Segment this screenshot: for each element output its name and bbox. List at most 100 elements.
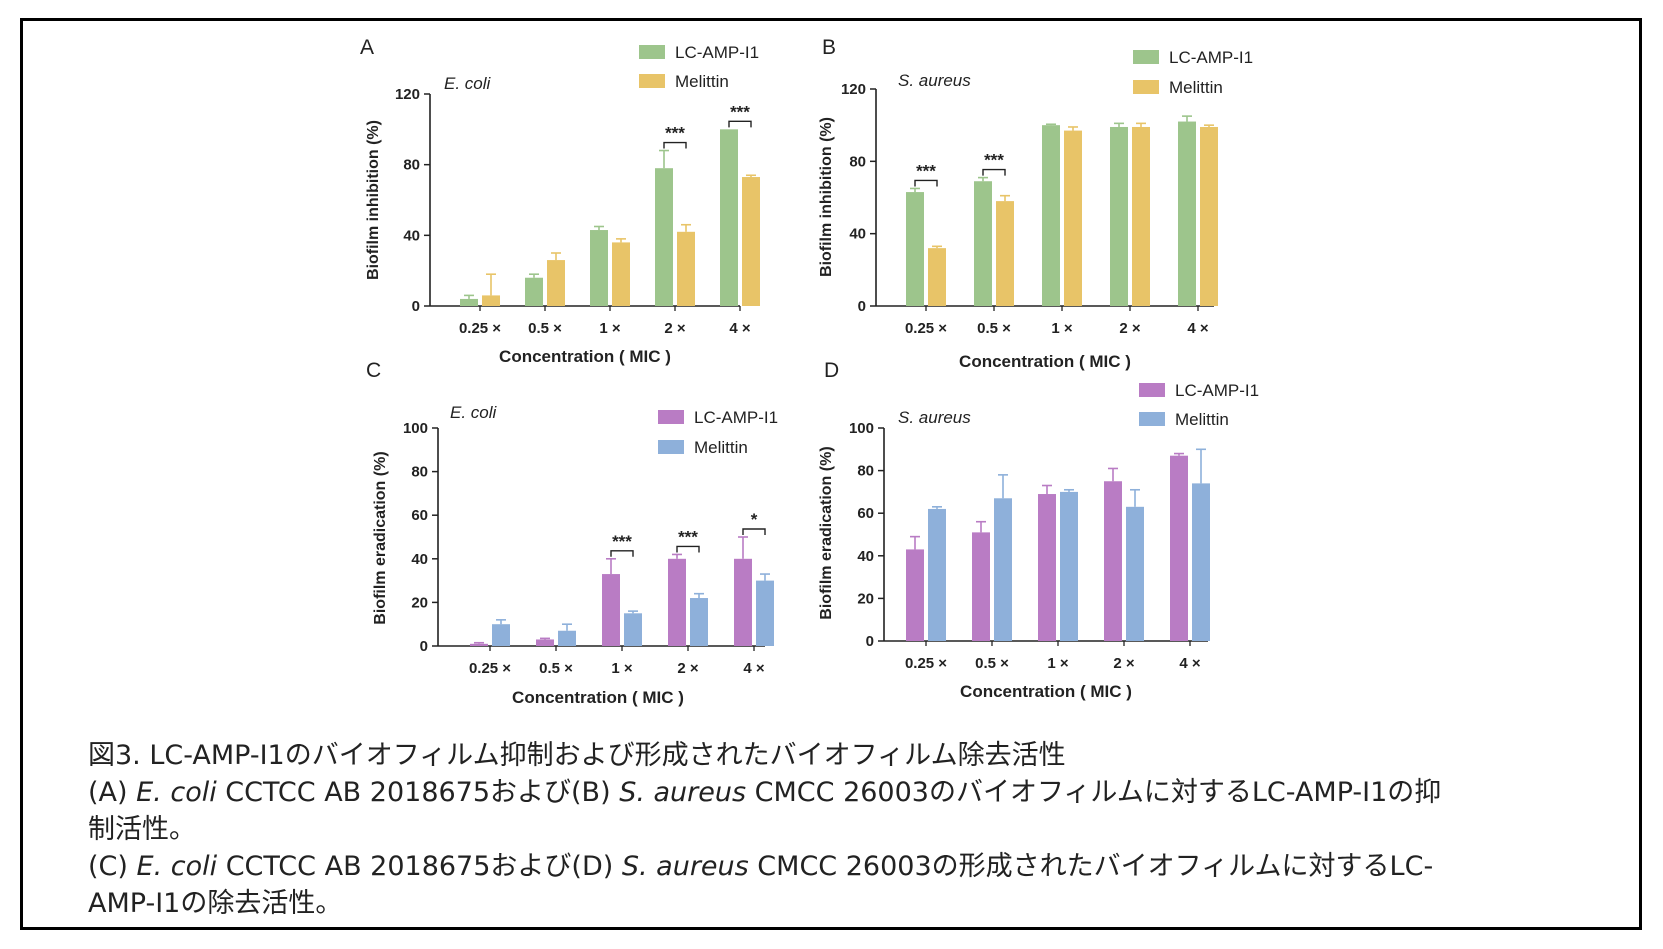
- caption-text: (A): [88, 777, 137, 808]
- significance-label: ***: [984, 151, 1004, 170]
- x-axis-label: Concentration ( MIC ): [499, 347, 671, 366]
- panel-letter: D: [824, 359, 839, 382]
- y-tick-label: 80: [857, 463, 874, 480]
- bar-melittin: [624, 613, 642, 646]
- caption-text: CMCC 26003の形成されたバイオフィルムに対するLC-: [748, 851, 1434, 882]
- chart-subtitle: E. coli: [444, 74, 492, 93]
- bar-lc-amp-i1: [720, 129, 738, 306]
- y-axis-label: Biofilm eradication (%): [372, 451, 389, 624]
- x-tick-label: 1 ×: [599, 320, 621, 337]
- legend-label: LC-AMP-I1: [675, 43, 759, 62]
- bar-melittin: [1192, 483, 1210, 641]
- y-axis-label: Biofilm eradication (%): [818, 446, 835, 619]
- bar-melittin: [612, 242, 630, 306]
- bar-lc-amp-i1: [1110, 126, 1128, 306]
- bar-melittin: [558, 630, 576, 646]
- caption-line-2: (A) E. coli CCTCC AB 2018675および(B) S. au…: [88, 774, 1618, 811]
- chart-panel-c: C E. coli 0 20 40 60 80 100 Biofilm eradication …: [366, 359, 778, 707]
- legend-label: LC-AMP-I1: [1169, 48, 1253, 67]
- chart-subtitle: S. aureus: [898, 408, 971, 427]
- legend-swatch: [639, 74, 665, 88]
- y-tick-label: 120: [395, 86, 420, 103]
- bar-lc-amp-i1: [525, 277, 543, 306]
- significance-label: ***: [612, 532, 632, 551]
- significance-bracket: [982, 168, 1006, 176]
- x-axis-label: Concentration ( MIC ): [959, 352, 1131, 371]
- bar-melittin: [492, 624, 510, 646]
- x-tick-label: 2 ×: [1119, 320, 1141, 337]
- caption-line-4: (C) E. coli CCTCC AB 2018675および(D) S. au…: [88, 848, 1618, 885]
- y-tick-label: 60: [411, 507, 428, 524]
- significance-bracket: [914, 179, 938, 187]
- significance-bracket: [742, 528, 766, 535]
- bar-lc-amp-i1: [1170, 455, 1188, 641]
- x-tick-label: 2 ×: [677, 660, 699, 677]
- y-axis-label: Biofilm inhibition (%): [818, 117, 835, 277]
- x-tick-label: 4 ×: [743, 660, 765, 677]
- y-tick-label: 100: [403, 420, 428, 437]
- bar-lc-amp-i1: [734, 558, 752, 646]
- caption-line-3: 制活性。: [88, 814, 196, 845]
- y-tick-label: 120: [841, 81, 866, 98]
- x-tick-label: 0.5 ×: [528, 320, 562, 337]
- panel-letter: B: [822, 36, 836, 59]
- figure-charts: A E. coli 0 40 80 120 Biofilm inhibition (%) Co…: [360, 36, 1259, 707]
- bar-lc-amp-i1: [906, 549, 924, 641]
- caption-species: E. coli: [136, 777, 217, 808]
- bar-lc-amp-i1: [536, 639, 554, 646]
- bar-lc-amp-i1: [1178, 121, 1196, 306]
- x-tick-label: 2 ×: [664, 320, 686, 337]
- bar-lc-amp-i1: [1042, 125, 1060, 307]
- bar-melittin: [690, 598, 708, 646]
- y-tick-label: 80: [411, 464, 428, 481]
- bar-melittin: [1064, 130, 1082, 306]
- significance-bracket: [676, 545, 700, 553]
- x-tick-label: 4 ×: [1179, 655, 1201, 672]
- y-tick-label: 80: [403, 157, 420, 174]
- y-tick-label: 40: [857, 548, 874, 565]
- significance-label: ***: [678, 527, 698, 546]
- x-tick-label: 4 ×: [729, 320, 751, 337]
- bar-melittin: [742, 177, 760, 306]
- figure-frame: [20, 18, 1642, 930]
- significance-label: ***: [730, 102, 750, 121]
- caption-text: CCTCC AB 2018675および(B): [216, 777, 620, 808]
- figure-caption: 図3. LC-AMP-I1のバイオフィルム抑制および形成されたバイオフィルム除去…: [88, 737, 1618, 922]
- caption-species: S. aureus: [621, 851, 749, 882]
- bar-lc-amp-i1: [1038, 494, 1056, 641]
- caption-text: CMCC 26003のバイオフィルムに対するLC-AMP-I1の抑: [746, 777, 1442, 808]
- y-tick-label: 40: [403, 227, 420, 244]
- panel-letter: A: [360, 36, 374, 59]
- legend-label: LC-AMP-I1: [1175, 381, 1259, 400]
- y-tick-label: 20: [411, 594, 428, 611]
- legend-swatch: [1133, 80, 1159, 94]
- bar-melittin: [677, 231, 695, 306]
- caption-text: (C): [88, 851, 137, 882]
- bar-melittin: [1060, 491, 1078, 641]
- bar-melittin: [996, 201, 1014, 306]
- y-tick-label: 0: [412, 298, 420, 315]
- caption-species: S. aureus: [619, 777, 747, 808]
- x-axis-label: Concentration ( MIC ): [960, 682, 1132, 701]
- chart-subtitle: S. aureus: [898, 71, 971, 90]
- y-tick-label: 40: [849, 226, 866, 243]
- y-tick-label: 0: [420, 638, 428, 655]
- y-tick-label: 20: [857, 590, 874, 607]
- x-tick-label: 0.5 ×: [539, 660, 573, 677]
- legend-swatch: [658, 440, 684, 454]
- y-tick-label: 100: [849, 420, 874, 437]
- significance-bracket: [610, 550, 634, 557]
- bar-lc-amp-i1: [668, 558, 686, 646]
- bar-lc-amp-i1: [972, 532, 990, 641]
- legend-swatch: [1139, 383, 1165, 397]
- x-tick-label: 1 ×: [1051, 320, 1073, 337]
- caption-line-1: 図3. LC-AMP-I1のバイオフィルム抑制および形成されたバイオフィルム除去…: [88, 740, 1066, 771]
- bar-melittin: [547, 260, 565, 306]
- bar-melittin: [482, 295, 500, 306]
- x-tick-label: 0.5 ×: [977, 320, 1011, 337]
- significance-label: ***: [916, 161, 936, 180]
- chart-panel-a: A E. coli 0 40 80 120 Biofilm inhibition (%) Co…: [360, 36, 760, 366]
- legend-label: Melittin: [1169, 78, 1223, 97]
- y-tick-label: 60: [857, 505, 874, 522]
- x-tick-label: 1 ×: [1047, 655, 1069, 672]
